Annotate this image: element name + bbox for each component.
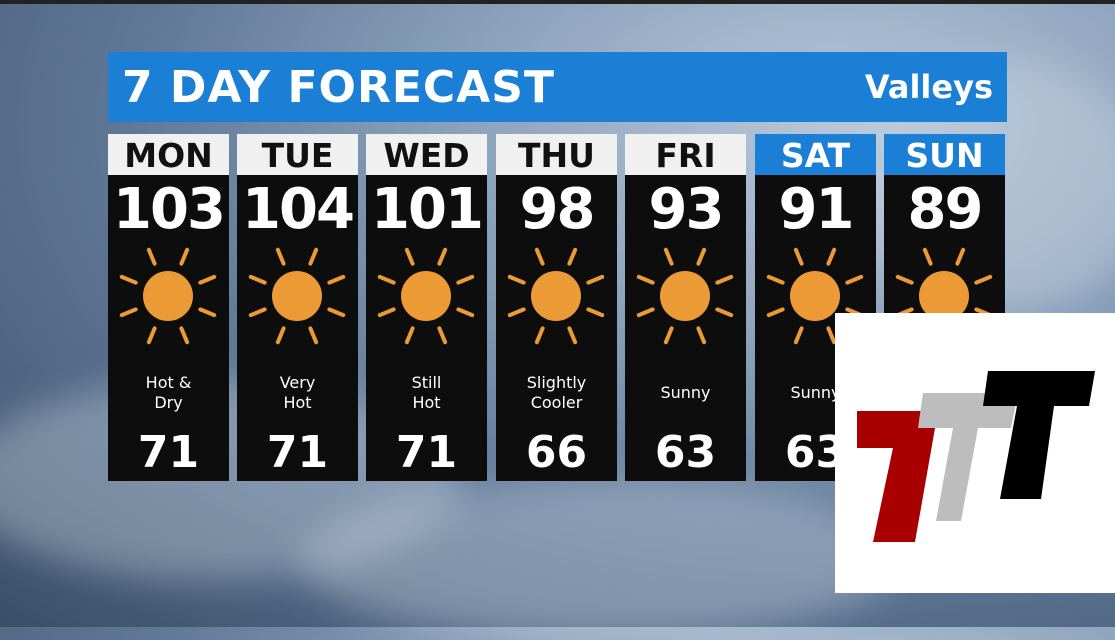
condition-text: Still Hot <box>366 371 487 415</box>
day-panel: 101 Still Hot 71 <box>366 175 487 481</box>
low-temp: 66 <box>525 427 588 478</box>
sun-icon <box>755 241 876 351</box>
condition-label: Very Hot <box>279 373 316 412</box>
high-temp: 98 <box>519 177 596 242</box>
sun-icon <box>366 241 487 351</box>
high-temp: 101 <box>371 177 484 242</box>
sun-icon <box>108 241 229 351</box>
high-temp: 93 <box>648 177 725 242</box>
forecast-title: 7 DAY FORECAST <box>122 61 555 113</box>
ttt-logo-icon <box>857 371 1095 542</box>
sun-icon <box>496 241 617 351</box>
condition-label: Hot & Dry <box>145 373 192 412</box>
day-name: TUE <box>237 134 358 175</box>
sun-icon <box>237 241 358 351</box>
day-column-wed: WED 101 Still Hot 71 <box>366 134 487 481</box>
low-temp: 71 <box>395 427 458 478</box>
high-temp: 91 <box>778 177 855 242</box>
day-panel: 98 Slightly Cooler 66 <box>496 175 617 481</box>
day-column-mon: MON 103 Hot & Dry 71 <box>108 134 229 481</box>
day-name: WED <box>366 134 487 175</box>
region-label: Valleys <box>864 68 993 106</box>
low-temp: 71 <box>266 427 329 478</box>
day-panel: 104 Very Hot 71 <box>237 175 358 481</box>
day-panel: 103 Hot & Dry 71 <box>108 175 229 481</box>
cloud <box>300 480 900 640</box>
condition-label: Sunny <box>660 383 711 402</box>
day-column-thu: THU 98 Slightly Cooler 66 <box>496 134 617 481</box>
condition-text: Hot & Dry <box>108 371 229 415</box>
condition-label: Slightly Cooler <box>526 373 587 412</box>
day-panel: 93 Sunny 63 <box>625 175 746 481</box>
condition-text: Sunny <box>755 371 876 415</box>
sun-icon <box>625 241 746 351</box>
condition-text: Sunny <box>625 371 746 415</box>
day-name: SAT <box>755 134 876 175</box>
condition-label: Still Hot <box>411 373 442 412</box>
high-temp: 89 <box>907 177 984 242</box>
high-temp: 104 <box>242 177 355 242</box>
high-temp: 103 <box>113 177 226 242</box>
day-name: FRI <box>625 134 746 175</box>
low-temp: 63 <box>654 427 717 478</box>
top-border <box>0 0 1115 4</box>
condition-text: Very Hot <box>237 371 358 415</box>
condition-text: Slightly Cooler <box>496 371 617 415</box>
title-banner: 7 DAY FORECAST Valleys <box>108 52 1007 122</box>
day-name: THU <box>496 134 617 175</box>
condition-label: Sunny <box>790 383 841 402</box>
day-name: MON <box>108 134 229 175</box>
day-column-fri: FRI 93 Sunny 63 <box>625 134 746 481</box>
day-column-tue: TUE 104 Very Hot 71 <box>237 134 358 481</box>
channel-logo <box>835 313 1115 593</box>
low-temp: 71 <box>137 427 200 478</box>
day-name: SUN <box>884 134 1005 175</box>
